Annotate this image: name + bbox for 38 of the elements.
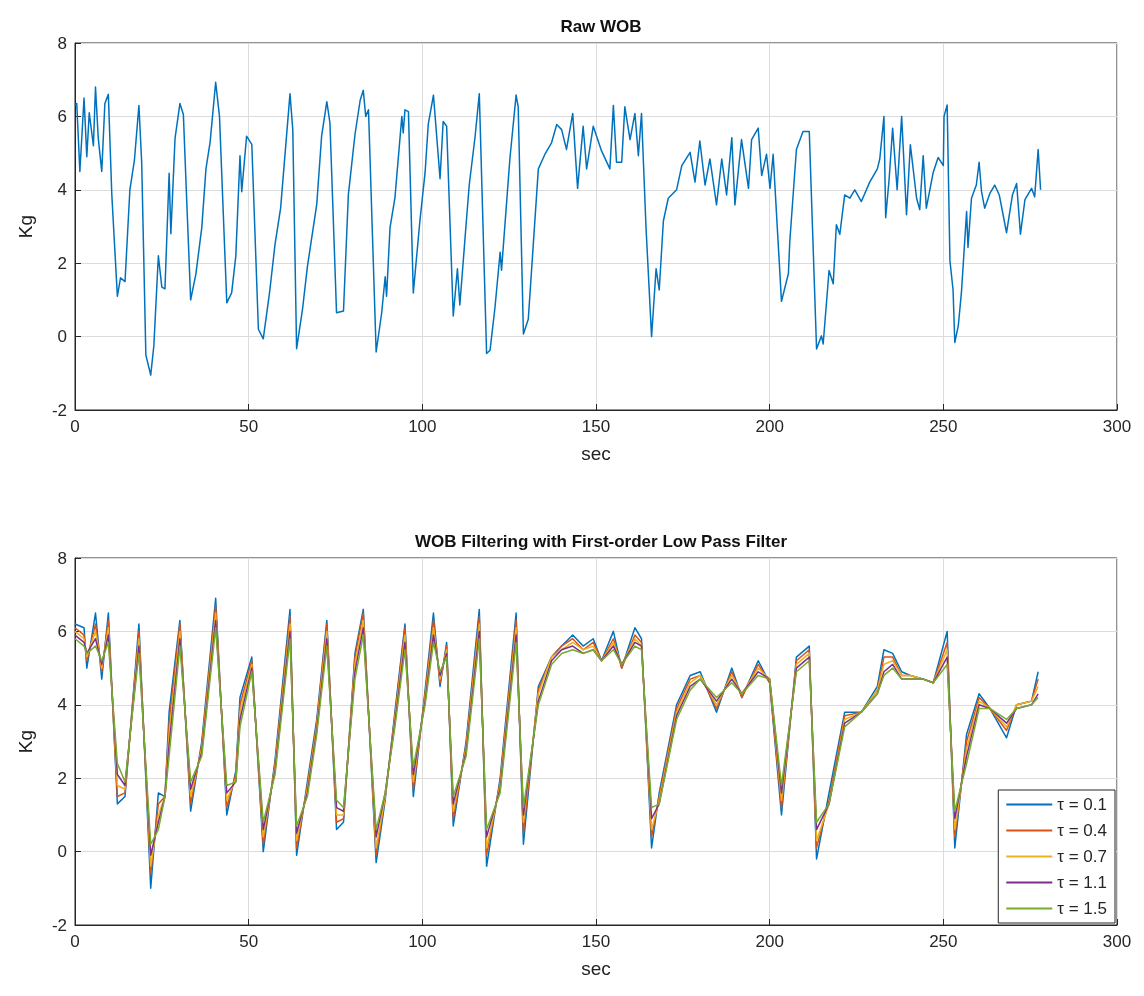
x-tick-label: 50: [239, 417, 259, 436]
y-tick-label: 8: [57, 548, 67, 568]
x-tick-label: 250: [929, 417, 958, 436]
x-tick-label: 0: [70, 932, 80, 951]
chart-title: WOB Filtering with First-order Low Pass Filter: [414, 532, 788, 551]
legend-label: τ = 0.1: [1057, 795, 1108, 814]
y-tick-label: 0: [57, 327, 67, 347]
line-series: [74, 81, 1042, 376]
y-tick-label: 2: [57, 253, 67, 273]
y-tick-label: -2: [51, 915, 67, 935]
y-tick-label: 0: [57, 842, 67, 862]
y-tick-label: 6: [57, 621, 67, 641]
x-axis-title: sec: [581, 958, 611, 979]
x-tick-label: 0: [70, 417, 80, 436]
y-tick-label: 2: [57, 768, 67, 788]
x-axis-title: sec: [581, 443, 611, 464]
x-tick-label: 50: [239, 932, 259, 951]
y-tick-label: 4: [57, 180, 67, 200]
y-tick-label: 4: [57, 695, 67, 715]
y-tick-label: 8: [57, 33, 67, 53]
x-tick-label: 300: [1102, 417, 1132, 436]
legend-label: τ = 1.1: [1057, 873, 1108, 892]
y-tick-label: 6: [57, 106, 67, 126]
y-axis-title: Kg: [15, 729, 36, 754]
y-tick-label: -2: [51, 400, 67, 420]
y-axis-title: Kg: [15, 214, 36, 239]
x-tick-label: 100: [408, 417, 437, 436]
legend-label: τ = 1.5: [1057, 899, 1108, 918]
x-tick-label: 200: [755, 417, 784, 436]
x-tick-label: 150: [581, 932, 611, 951]
x-tick-label: 150: [581, 417, 611, 436]
chart-title: Raw WOB: [560, 17, 642, 36]
x-tick-label: 200: [755, 932, 784, 951]
x-tick-label: 300: [1102, 932, 1132, 951]
x-tick-label: 250: [929, 932, 958, 951]
x-tick-label: 100: [408, 932, 437, 951]
legend-label: τ = 0.7: [1057, 847, 1108, 866]
legend-label: τ = 0.4: [1057, 821, 1108, 840]
